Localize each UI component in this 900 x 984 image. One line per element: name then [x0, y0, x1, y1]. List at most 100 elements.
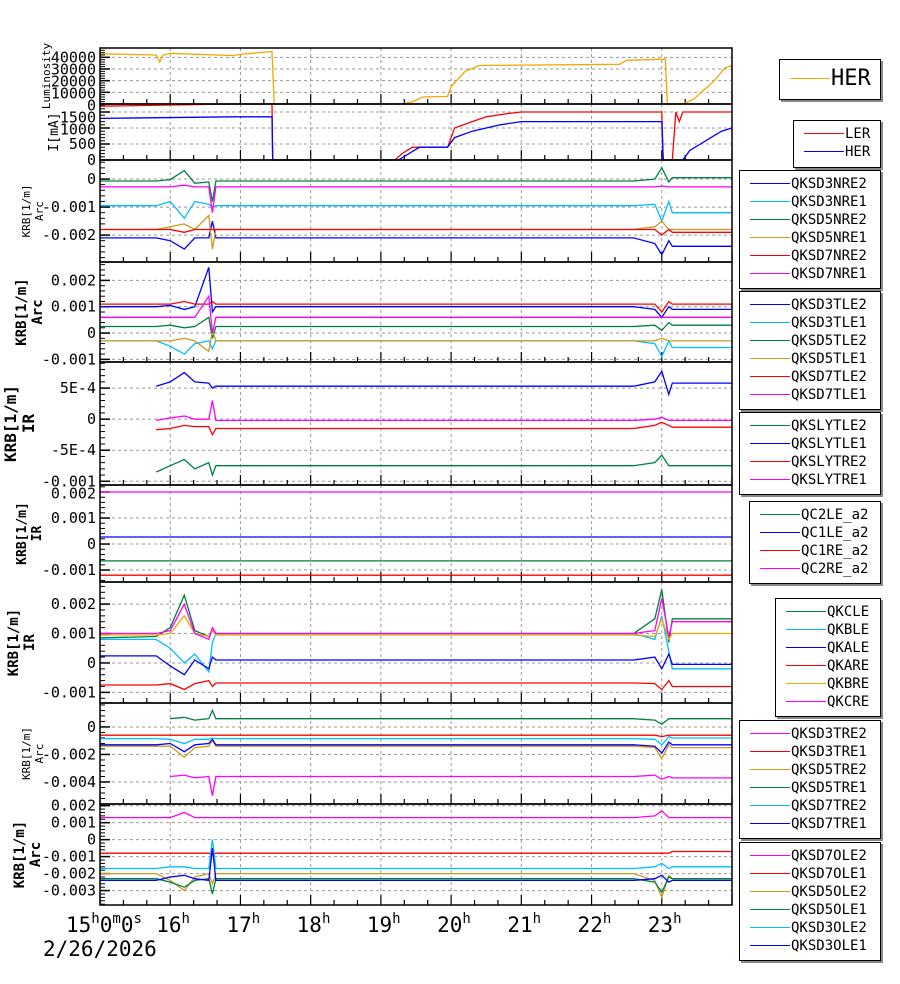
y-tick-label: -0.003 [42, 882, 96, 900]
legend-swatch [750, 927, 790, 928]
legend-swatch [790, 78, 830, 79]
y-tick-label: 1000 [60, 120, 96, 138]
legend-item: QKSD5NRE1 [740, 229, 880, 247]
panel-5: 5E-4 0 -5E-4 -0.001 KRB[1/m] IR [1, 361, 733, 490]
legend-item: QKSD7NRE2 [740, 247, 880, 265]
legend-swatch [786, 683, 826, 684]
legend-item: QKSD7NRE1 [740, 265, 880, 283]
y-tick-label: -0.001 [42, 350, 96, 368]
x-tick-value: 16 [156, 913, 181, 937]
y-axis-label: KRB[1/m] [20, 727, 33, 780]
y-tick-label: 0 [87, 151, 96, 169]
legend-swatch [786, 701, 826, 702]
series-line-LER [99, 103, 732, 161]
y-tick-label: 0 [87, 535, 96, 553]
legend-label: QKSD3TLE2 [791, 297, 867, 313]
x-tick-label: 16h [156, 911, 190, 937]
y-axis-label: KRB[1/m] [12, 821, 28, 888]
x-tick-value: 17 [226, 913, 251, 937]
legend-item: QKSD5OLE2 [740, 883, 880, 901]
series-line-QKSLYTRE1 [156, 400, 732, 422]
legend-item: QKSLYTLE2 [740, 417, 880, 435]
legend-item: QKSD5TLE2 [740, 332, 880, 350]
y-axis-label: Arc [33, 744, 46, 764]
plot-frame [99, 159, 733, 263]
x-tick-unit: m [112, 911, 120, 927]
legend-swatch [750, 751, 790, 752]
legend-item: QKSD7TRE1 [740, 815, 880, 833]
legend-label: QKSLYTLE2 [791, 418, 867, 434]
legend-label: QKSD5NRE2 [791, 212, 867, 228]
legend-swatch [750, 945, 790, 946]
y-tick-label: -0.001 [42, 198, 96, 216]
legend-label: QKCRE [827, 694, 870, 710]
legend-label: QKSD3TLE1 [791, 315, 867, 331]
legend-label: LER [845, 126, 871, 142]
legend-label: QKSD3NRE1 [791, 194, 867, 210]
legend-swatch [760, 550, 800, 551]
legend-swatch [750, 787, 790, 788]
series-line-QKBRE [100, 614, 732, 641]
plot-frame [99, 803, 733, 906]
y-axis-label: KRB[1/m] [14, 278, 30, 345]
legend-panel-2: LER HER [793, 120, 881, 168]
legend-item: QKSD7OLE1 [740, 865, 880, 883]
legend-swatch [750, 358, 790, 359]
legend-label: QKSD5TRE1 [791, 780, 867, 796]
series-line-QKSD7NRE1 [100, 184, 732, 213]
x-tick-value: 19 [367, 913, 392, 937]
series-line-QKCRE [100, 598, 732, 641]
y-tick-label: 10000 [51, 84, 96, 102]
legend-item: QKSD3OLE2 [740, 919, 880, 937]
x-tick-value: 0 [121, 913, 134, 937]
panel-7: 0.002 0.001 0 -0.001 KRB[1/m] IR [6, 581, 733, 704]
legend-swatch [760, 514, 800, 515]
y-tick-label: 0.001 [51, 509, 96, 527]
series-line-QKSD5TRE2 [100, 739, 732, 760]
x-tick-unit: h [252, 911, 260, 927]
y-axis-label: KRB[1/m] [20, 185, 33, 238]
legend-item: QKSD5TLE1 [740, 350, 880, 368]
y-tick-label: 0.002 [51, 271, 96, 289]
y-tick-label: -0.002 [42, 226, 96, 244]
legend-label: QC1LE_a2 [801, 525, 869, 541]
x-tick-unit: h [392, 911, 400, 927]
y-tick-label: 0 [87, 96, 96, 114]
y-tick-label: -5E-4 [51, 441, 96, 459]
x-tick-unit: s [133, 911, 141, 927]
y-tick-label: 0 [87, 324, 96, 342]
plot-frame [99, 261, 733, 363]
series-line-QKSD7TLE2 [100, 300, 732, 314]
series-line-HER [99, 116, 733, 161]
legend-swatch [786, 647, 826, 648]
legend-panel-8: QKSD3TRE2 QKSD3TRE1 QKSD5TRE2 QKSD5TRE1 QKSD… [739, 720, 881, 839]
panel-3: 0 -0.001 -0.002 KRB[1/m] Arc [20, 159, 733, 263]
y-tick-label: -0.001 [42, 472, 96, 490]
legend-panel-5: QKSLYTLE2 QKSLYTLE1 QKSLYTRE2 QKSLYTRE1 [739, 412, 881, 495]
x-tick-unit: h [533, 911, 541, 927]
panel-8: 0 -0.002 -0.004 KRB[1/m] Arc [20, 702, 733, 805]
x-tick-label: 17h [226, 911, 260, 937]
y-tick-label: 0 [87, 718, 96, 736]
series-line-QKSD5OLE1 [100, 876, 732, 895]
legend-item: QKBLE [776, 621, 880, 639]
legend-label: QKSD7TRE1 [791, 816, 867, 832]
y-tick-label: -0.002 [42, 745, 96, 763]
legend-item: HER [794, 143, 880, 161]
y-tick-label: 20000 [51, 72, 96, 90]
y-axis-label: IR [22, 634, 38, 651]
legend-item: QKSD3OLE1 [740, 937, 880, 955]
legend-label: QKSD5TLE2 [791, 333, 867, 349]
x-tick-label: 15h0m0s [66, 911, 142, 937]
legend-item: QKSLYTLE1 [740, 435, 880, 453]
legend-swatch [750, 340, 790, 341]
legend-item: QKBRE [776, 675, 880, 693]
legend-swatch [750, 201, 790, 202]
legend-item: QKSD7OLE2 [740, 847, 880, 865]
series-line-HER [99, 50, 733, 105]
x-tick-value: 20 [437, 913, 462, 937]
